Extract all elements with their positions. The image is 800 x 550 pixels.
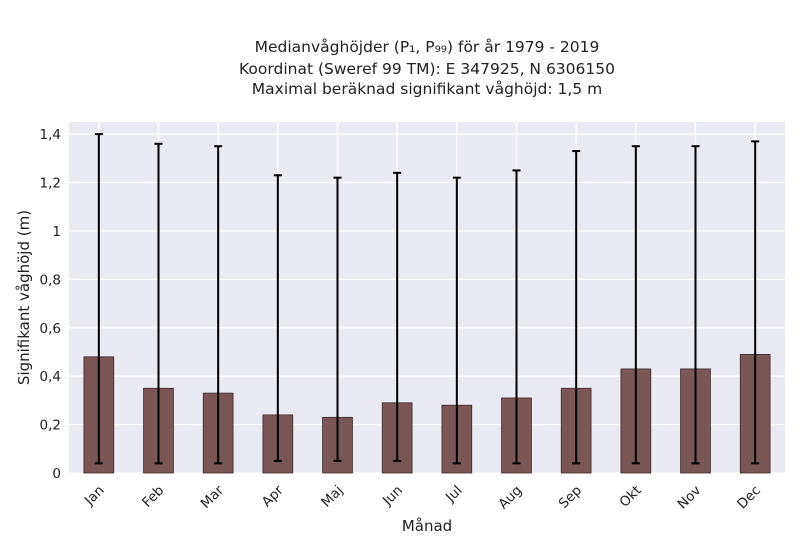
- error-bars: [94, 133, 760, 465]
- x-tick-labels: Jan Feb Mar Apr Maj Jun Jul Aug Sep Okt Nov Dec: [81, 482, 764, 512]
- x-tick-label: Sep: [556, 483, 585, 512]
- y-tick-label: 1,4: [40, 127, 61, 143]
- x-tick-label: Apr: [259, 482, 287, 510]
- y-tick-label: 0,6: [40, 321, 61, 337]
- x-tick-label: Jan: [81, 483, 108, 510]
- x-tick-label: Nov: [674, 483, 704, 513]
- chart-title-line-1: Medianvåghöjder (P₁, P₉₉) för år 1979 - …: [255, 38, 600, 56]
- x-tick-label: Jul: [442, 483, 466, 507]
- y-tick-label: 0,4: [40, 369, 61, 385]
- y-tick-labels: 0 0,2 0,4 0,6 0,8 1 1,2 1,4: [40, 127, 61, 482]
- x-tick-label: Jun: [379, 483, 406, 510]
- x-tick-label: Okt: [617, 483, 645, 511]
- y-axis-label: Signifikant våghöjd (m): [15, 210, 33, 385]
- y-tick-label: 0: [52, 466, 61, 482]
- x-tick-label: Mar: [198, 482, 228, 512]
- x-tick-label: Dec: [734, 483, 764, 513]
- y-tick-label: 1: [52, 224, 61, 240]
- chart-title-line-2: Koordinat (Sweref 99 TM): E 347925, N 63…: [239, 60, 615, 78]
- chart-title: Medianvåghöjder (P₁, P₉₉) för år 1979 - …: [239, 38, 615, 98]
- y-tick-label: 1,2: [40, 176, 61, 192]
- y-tick-label: 0,2: [40, 418, 61, 434]
- chart-title-line-3: Maximal beräknad signifikant våghöjd: 1,…: [252, 80, 602, 98]
- y-tick-label: 0,8: [40, 272, 61, 288]
- x-tick-label: Feb: [139, 483, 167, 511]
- x-tick-label: Aug: [495, 483, 525, 513]
- plot-area: [69, 122, 785, 473]
- x-axis-label: Månad: [402, 517, 452, 535]
- x-tick-label: Maj: [318, 483, 346, 511]
